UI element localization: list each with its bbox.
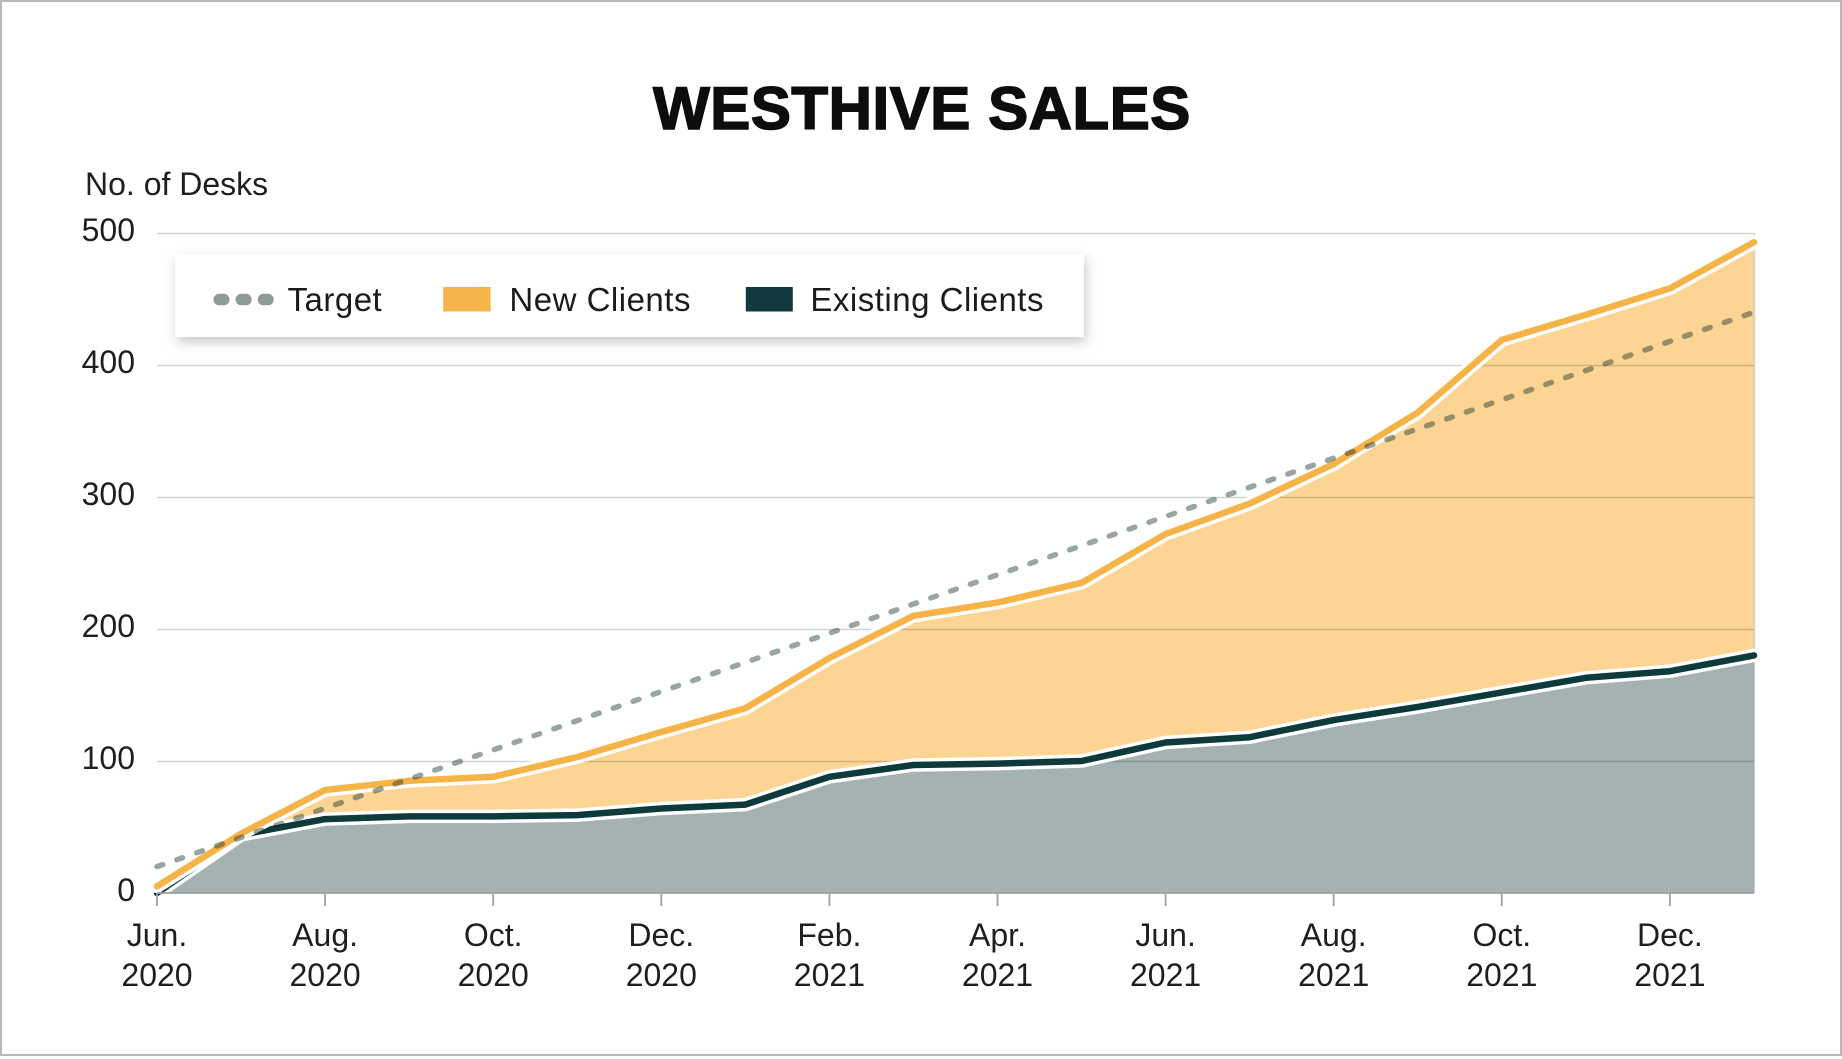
svg-text:Apr.: Apr.	[969, 917, 1026, 953]
svg-text:Target: Target	[288, 281, 383, 318]
svg-text:2021: 2021	[1298, 957, 1369, 993]
svg-text:500: 500	[82, 212, 135, 248]
svg-text:No. of Desks: No. of Desks	[85, 166, 268, 202]
svg-text:Aug.: Aug.	[292, 917, 358, 953]
svg-text:Aug.: Aug.	[1301, 917, 1367, 953]
svg-text:Dec.: Dec.	[628, 917, 694, 953]
svg-text:2021: 2021	[962, 957, 1033, 993]
svg-text:Oct.: Oct.	[464, 917, 523, 953]
svg-text:2020: 2020	[121, 957, 192, 993]
svg-text:New Clients: New Clients	[509, 281, 691, 318]
svg-text:Feb.: Feb.	[797, 917, 861, 953]
svg-text:100: 100	[82, 740, 135, 776]
svg-text:2020: 2020	[290, 957, 361, 993]
svg-text:0: 0	[117, 872, 135, 908]
svg-text:WESTHIVE SALES: WESTHIVE SALES	[653, 75, 1191, 142]
svg-text:Dec.: Dec.	[1637, 917, 1703, 953]
svg-text:400: 400	[82, 344, 135, 380]
svg-text:Oct.: Oct.	[1472, 917, 1531, 953]
svg-text:2020: 2020	[626, 957, 697, 993]
svg-text:2020: 2020	[458, 957, 529, 993]
svg-text:2021: 2021	[1466, 957, 1537, 993]
svg-text:Jun.: Jun.	[1135, 917, 1195, 953]
svg-text:2021: 2021	[1634, 957, 1705, 993]
svg-text:Existing Clients: Existing Clients	[810, 281, 1044, 318]
svg-text:2021: 2021	[794, 957, 865, 993]
svg-text:200: 200	[82, 608, 135, 644]
svg-text:300: 300	[82, 476, 135, 512]
svg-text:Jun.: Jun.	[127, 917, 187, 953]
svg-text:2021: 2021	[1130, 957, 1201, 993]
